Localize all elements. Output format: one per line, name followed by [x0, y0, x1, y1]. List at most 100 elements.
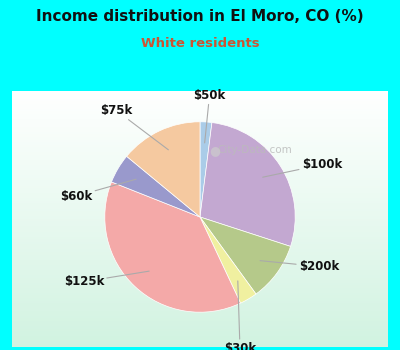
Bar — [12, 127, 388, 130]
Bar — [12, 239, 388, 242]
Bar — [12, 96, 388, 99]
Bar — [12, 168, 388, 170]
Text: $100k: $100k — [263, 158, 342, 177]
Bar — [12, 101, 388, 104]
Bar — [12, 91, 388, 93]
Bar — [12, 326, 388, 329]
Bar — [12, 285, 388, 288]
Bar — [12, 124, 388, 127]
Bar — [12, 155, 388, 158]
Bar — [12, 129, 388, 132]
Bar — [12, 219, 388, 221]
Bar — [12, 224, 388, 226]
Bar — [12, 306, 388, 308]
Bar — [12, 193, 388, 196]
Wedge shape — [200, 122, 295, 246]
Bar — [12, 173, 388, 175]
Bar — [12, 260, 388, 262]
Bar — [12, 262, 388, 265]
Text: $200k: $200k — [260, 260, 339, 273]
Bar — [12, 329, 388, 331]
Bar — [12, 321, 388, 323]
Text: $75k: $75k — [100, 104, 168, 150]
Bar — [12, 339, 388, 341]
Wedge shape — [200, 217, 256, 303]
Bar — [12, 99, 388, 101]
Bar — [12, 336, 388, 339]
Bar — [12, 198, 388, 201]
Bar — [12, 106, 388, 109]
Bar — [12, 313, 388, 316]
Text: ●: ● — [209, 144, 220, 157]
Text: $125k: $125k — [64, 271, 149, 288]
Bar — [12, 134, 388, 137]
Bar — [12, 188, 388, 191]
Bar — [12, 237, 388, 239]
Bar — [12, 226, 388, 229]
Bar — [12, 209, 388, 211]
Bar — [12, 229, 388, 232]
Text: $50k: $50k — [193, 89, 226, 143]
Bar — [12, 334, 388, 336]
Bar — [12, 295, 388, 298]
Bar — [12, 254, 388, 257]
Bar — [12, 175, 388, 178]
Bar — [12, 137, 388, 140]
Bar — [12, 316, 388, 318]
Bar — [12, 344, 388, 346]
Bar — [12, 270, 388, 272]
Bar — [12, 147, 388, 150]
Bar — [12, 158, 388, 160]
Bar — [12, 203, 388, 206]
Bar — [12, 275, 388, 278]
Bar — [12, 293, 388, 295]
Bar — [12, 341, 388, 344]
Bar — [12, 122, 388, 124]
Text: $30k: $30k — [224, 281, 256, 350]
Bar — [12, 301, 388, 303]
Bar — [12, 250, 388, 252]
Bar — [12, 216, 388, 219]
Bar — [12, 160, 388, 162]
Bar — [12, 145, 388, 147]
Bar — [12, 308, 388, 311]
Bar — [12, 162, 388, 165]
Bar — [12, 331, 388, 334]
Bar — [12, 211, 388, 213]
Bar — [12, 244, 388, 247]
Bar — [12, 280, 388, 283]
Bar — [12, 104, 388, 106]
Wedge shape — [200, 217, 290, 294]
Bar — [12, 150, 388, 152]
Bar — [12, 170, 388, 173]
Bar — [12, 290, 388, 293]
Bar — [12, 283, 388, 285]
Text: White residents: White residents — [141, 37, 259, 50]
Bar — [12, 272, 388, 275]
Bar — [12, 214, 388, 216]
Bar — [12, 288, 388, 290]
Bar — [12, 93, 388, 96]
Bar — [12, 265, 388, 267]
Bar — [12, 109, 388, 111]
Bar — [12, 152, 388, 155]
Bar — [12, 196, 388, 198]
Bar — [12, 111, 388, 114]
Bar — [12, 140, 388, 142]
Bar — [12, 206, 388, 209]
Bar — [12, 247, 388, 250]
Bar — [12, 252, 388, 254]
Bar — [12, 191, 388, 193]
Text: Income distribution in El Moro, CO (%): Income distribution in El Moro, CO (%) — [36, 9, 364, 24]
Bar — [12, 221, 388, 224]
Bar — [12, 183, 388, 186]
Bar — [12, 186, 388, 188]
Bar — [12, 267, 388, 270]
Wedge shape — [127, 122, 200, 217]
Bar — [12, 278, 388, 280]
Bar — [12, 165, 388, 168]
Bar — [12, 178, 388, 181]
Bar — [12, 181, 388, 183]
Bar — [12, 201, 388, 203]
Bar — [12, 142, 388, 145]
